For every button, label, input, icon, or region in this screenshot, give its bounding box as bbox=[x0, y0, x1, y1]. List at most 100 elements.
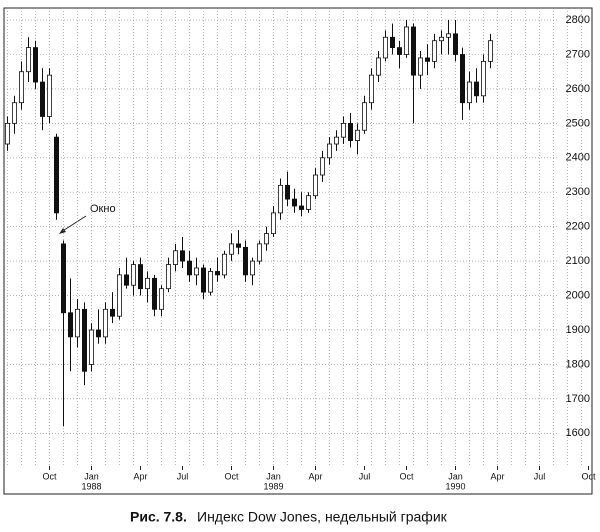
candle-body bbox=[319, 157, 325, 176]
candle-body bbox=[47, 74, 53, 117]
candle-body bbox=[480, 60, 486, 97]
candle-body bbox=[172, 250, 178, 265]
annotation-arrow bbox=[60, 215, 87, 233]
y-tick-label: 2300 bbox=[566, 186, 590, 198]
candle-body bbox=[410, 26, 416, 76]
x-tick-label: Oct bbox=[581, 471, 596, 481]
candle-body bbox=[200, 267, 206, 293]
x-tick-label: Jul bbox=[359, 471, 371, 481]
candle-body bbox=[75, 308, 81, 338]
candle-body bbox=[25, 47, 31, 73]
candle-body bbox=[89, 329, 95, 365]
x-tick-label: Apr bbox=[133, 471, 147, 481]
candle-body bbox=[375, 57, 381, 76]
candle-body bbox=[179, 250, 185, 262]
frame bbox=[3, 7, 593, 495]
candle-body bbox=[96, 329, 102, 338]
y-tick-label: 2000 bbox=[566, 289, 590, 301]
candle-body bbox=[33, 47, 39, 83]
candle-body bbox=[417, 57, 423, 76]
candle-body bbox=[214, 271, 220, 276]
candle-body bbox=[361, 102, 367, 131]
candle-body bbox=[82, 308, 88, 372]
y-tick-label: 2800 bbox=[566, 14, 590, 26]
candle-body bbox=[193, 267, 199, 276]
candle-body bbox=[130, 264, 136, 286]
x-tick-label: Jan bbox=[84, 471, 99, 481]
x-tick-label: Jul bbox=[177, 471, 189, 481]
x-year-label: 1990 bbox=[445, 481, 465, 491]
y-tick-label: 1900 bbox=[566, 324, 590, 336]
x-tick-label: Jul bbox=[534, 471, 546, 481]
x-tick-label: Apr bbox=[308, 471, 322, 481]
candle-body bbox=[445, 33, 451, 38]
candle-body bbox=[144, 277, 150, 290]
candle-body bbox=[473, 81, 479, 97]
candle-body bbox=[403, 26, 409, 55]
annotation: Окно bbox=[90, 203, 116, 215]
candle-body bbox=[452, 33, 458, 55]
candle-body bbox=[5, 122, 10, 145]
y-tick-label: 1700 bbox=[566, 393, 590, 405]
y-tick-label: 2100 bbox=[566, 255, 590, 267]
candle-body bbox=[165, 264, 171, 290]
candle-body bbox=[249, 260, 255, 276]
candle-body bbox=[424, 57, 430, 62]
candle-body bbox=[54, 136, 60, 214]
candle-body bbox=[207, 271, 213, 293]
caption-label: Рис. 7.8. bbox=[130, 509, 187, 525]
candle-body bbox=[298, 205, 304, 210]
candle-body bbox=[137, 264, 143, 290]
candle-body bbox=[186, 260, 192, 276]
candle-body bbox=[333, 136, 339, 145]
candle-body bbox=[221, 253, 227, 276]
candle-body bbox=[151, 277, 157, 310]
candle-body bbox=[158, 288, 164, 310]
x-tick-label: Jan bbox=[448, 471, 463, 481]
candle-body bbox=[103, 308, 109, 338]
candle-body bbox=[389, 36, 395, 49]
x-tick-label: Oct bbox=[42, 471, 57, 481]
candle-body bbox=[305, 195, 311, 210]
arrow-head bbox=[59, 228, 66, 234]
candle-body bbox=[368, 74, 374, 104]
y-tick-label: 2400 bbox=[566, 152, 590, 164]
candle-body bbox=[270, 212, 276, 234]
y-tick-label: 2600 bbox=[566, 83, 590, 95]
y-tick-label: 1800 bbox=[566, 358, 590, 370]
candle-body bbox=[68, 312, 74, 338]
candle-body bbox=[110, 308, 116, 317]
candle-body bbox=[340, 122, 346, 138]
candle-body bbox=[487, 40, 493, 62]
candle-body bbox=[228, 243, 234, 255]
candle-body bbox=[284, 184, 290, 200]
candle-body bbox=[396, 47, 402, 55]
candle-body bbox=[18, 71, 24, 104]
x-tick-label: Oct bbox=[399, 471, 414, 481]
x-year-label: 1989 bbox=[263, 481, 283, 491]
candle-body bbox=[11, 102, 17, 124]
x-tick-label: Apr bbox=[490, 471, 504, 481]
candle-body bbox=[291, 198, 297, 207]
candle-body bbox=[242, 246, 248, 276]
candle-body bbox=[326, 143, 332, 159]
x-tick-label: Jan bbox=[266, 471, 281, 481]
candle-body bbox=[61, 243, 67, 314]
candle-body bbox=[466, 81, 472, 104]
candle-body bbox=[438, 36, 444, 42]
candle-body bbox=[263, 233, 269, 245]
x-year-label: 1988 bbox=[81, 481, 101, 491]
x-tick-label: Oct bbox=[224, 471, 239, 481]
candle-body bbox=[382, 36, 388, 59]
candle-body bbox=[40, 81, 46, 117]
candle-body bbox=[347, 122, 353, 141]
candle-body bbox=[277, 184, 283, 214]
y-tick-label: 1600 bbox=[566, 427, 590, 439]
candle-body bbox=[256, 243, 262, 262]
y-tick-label: 2200 bbox=[566, 221, 590, 233]
caption: Индекс Dow Jones, недельный график bbox=[197, 509, 448, 525]
candle-body bbox=[124, 274, 130, 286]
y-tick-label: 2700 bbox=[566, 48, 590, 60]
candle-body bbox=[354, 129, 360, 141]
